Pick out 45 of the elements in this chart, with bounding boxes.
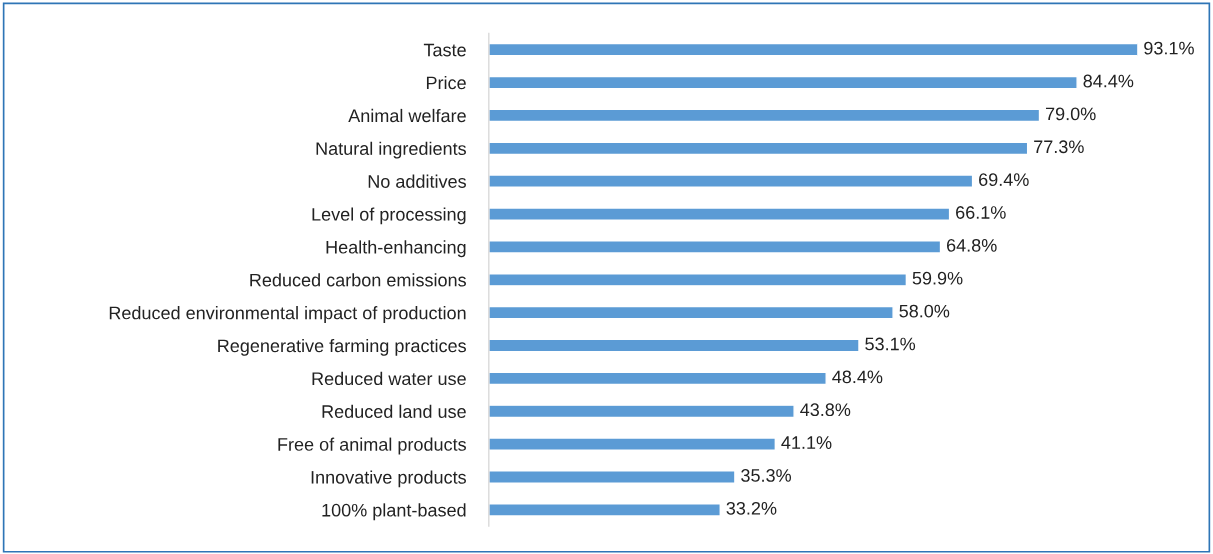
bar [488,75,1078,90]
y-tick-label: 100% plant-based [322,503,466,521]
data-label: 33.2% [726,501,777,515]
y-tick-label: Innovative products [311,470,466,488]
data-label: 64.8% [947,238,997,252]
data-label: 93.1% [1144,41,1194,55]
bar [488,141,1029,156]
y-tick-label: Reduced water use [312,371,466,386]
data-label: 66.1% [956,206,1006,219]
data-label: 58.0% [899,304,950,318]
bar [488,371,827,386]
bar [488,338,860,353]
data-label: 79.0% [1045,107,1096,121]
data-label: 77.3% [1034,140,1084,154]
data-label: 41.1% [781,436,832,449]
y-tick-label: Animal welfare [348,108,466,123]
bar [488,272,908,287]
y-tick-label: Health-enhancing [326,240,466,258]
data-label: 59.9% [912,271,963,285]
y-tick-label: Reduced carbon emissions [250,273,466,287]
y-tick-label: Reduced environmental impact of production [109,306,466,323]
y-tick-label: Regenerative farming practices [218,338,466,356]
bar [488,207,951,221]
bar [488,503,721,517]
data-label: 35.3% [741,469,792,482]
data-label: 43.8% [800,403,851,417]
y-tick-label: Level of processing [312,207,466,225]
bar [488,174,974,188]
data-label: 69.4% [979,173,1029,186]
bar [488,240,942,254]
y-tick-label: Reduced land use [322,404,466,418]
bar [488,305,894,320]
y-tick-label: Price [426,76,466,90]
y-tick-label: No additives [368,174,466,188]
data-label: 48.4% [832,370,883,384]
bar [488,470,736,484]
bar [488,108,1041,123]
y-tick-label: Taste [423,43,466,57]
y-tick-label: Free of animal products [278,437,466,455]
data-label: 84.4% [1083,74,1134,88]
data-label: 53.1% [865,337,916,351]
bar [488,437,777,451]
y-tick-label: Natural ingredients [316,141,466,159]
bar [488,404,795,419]
bar [488,42,1138,57]
